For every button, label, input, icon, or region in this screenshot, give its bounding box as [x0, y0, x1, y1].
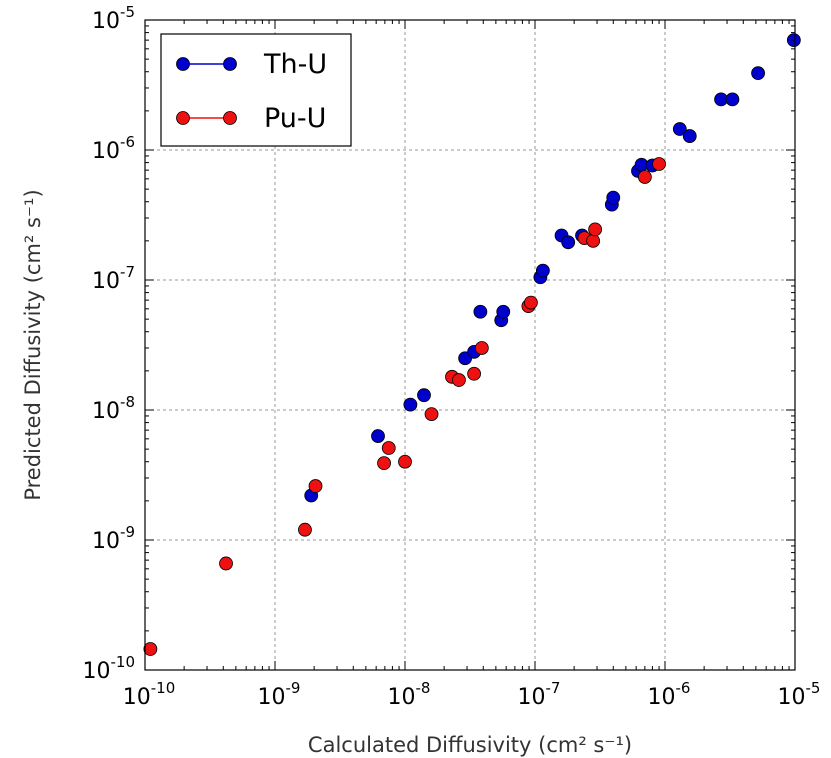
point-pu-u [398, 454, 412, 469]
x-tick-label: 10-7 [518, 679, 561, 710]
point-pu-u [424, 407, 439, 421]
y-tick-label: 10-6 [92, 133, 135, 164]
point-th-u [682, 129, 697, 143]
point-pu-u [588, 222, 603, 237]
point-pu-u [467, 366, 481, 381]
point-pu-u [143, 642, 158, 656]
legend-marker-pu-u [176, 111, 190, 125]
data-points [143, 33, 801, 656]
y-axis-label: Predicted Diffusivity (cm² s⁻¹) [21, 189, 45, 500]
point-pu-u [637, 170, 652, 184]
point-th-u [403, 397, 418, 412]
x-tick-labels: 10-10 10-9 10-8 10-7 10-6 10-5 [123, 679, 821, 710]
legend: Th-U Pu-U [160, 33, 352, 147]
point-pu-u [474, 341, 489, 355]
x-tick-label: 10-8 [388, 679, 431, 710]
point-pu-u [219, 556, 233, 571]
point-pu-u [298, 522, 312, 537]
point-pu-u [652, 157, 666, 171]
point-th-u [606, 190, 621, 205]
point-pu-u [586, 233, 601, 248]
point-th-u [496, 304, 511, 319]
y-tick-label: 10-9 [92, 523, 135, 554]
point-th-u [535, 263, 550, 278]
legend-marker-pu-u [223, 111, 237, 125]
point-th-u [725, 92, 740, 107]
plot-frame [144, 19, 796, 671]
point-th-u [561, 235, 576, 250]
point-pu-u [452, 373, 466, 387]
x-tick-label: 10-9 [258, 679, 301, 710]
x-tick-label: 10-5 [778, 679, 821, 710]
point-th-u [473, 304, 488, 319]
x-tick-label: 10-6 [648, 679, 691, 710]
point-th-u [672, 122, 687, 136]
point-th-u [751, 66, 765, 81]
point-th-u [417, 388, 431, 403]
x-tick-label: 10-10 [123, 679, 176, 710]
axis-ticks [144, 19, 796, 671]
y-tick-label: 10-10 [83, 653, 136, 684]
y-tick-labels: 10-10 10-9 10-8 10-7 10-6 10-5 [83, 3, 136, 684]
legend-box [160, 33, 352, 147]
point-th-u [371, 429, 385, 443]
x-axis-label: Calculated Diffusivity (cm² s⁻¹) [308, 733, 632, 757]
point-pu-u [381, 441, 396, 455]
y-tick-label: 10-8 [92, 393, 135, 424]
y-tick-label: 10-5 [92, 3, 135, 34]
legend-label-pu-u: Pu-U [264, 103, 326, 134]
point-pu-u [377, 456, 391, 471]
grid-lines [145, 20, 795, 670]
point-pu-u [524, 295, 538, 310]
legend-marker-th-u [223, 57, 237, 71]
legend-marker-th-u [176, 57, 190, 71]
y-tick-label: 10-7 [92, 263, 135, 294]
point-pu-u [308, 479, 323, 493]
legend-label-th-u: Th-U [263, 49, 327, 80]
